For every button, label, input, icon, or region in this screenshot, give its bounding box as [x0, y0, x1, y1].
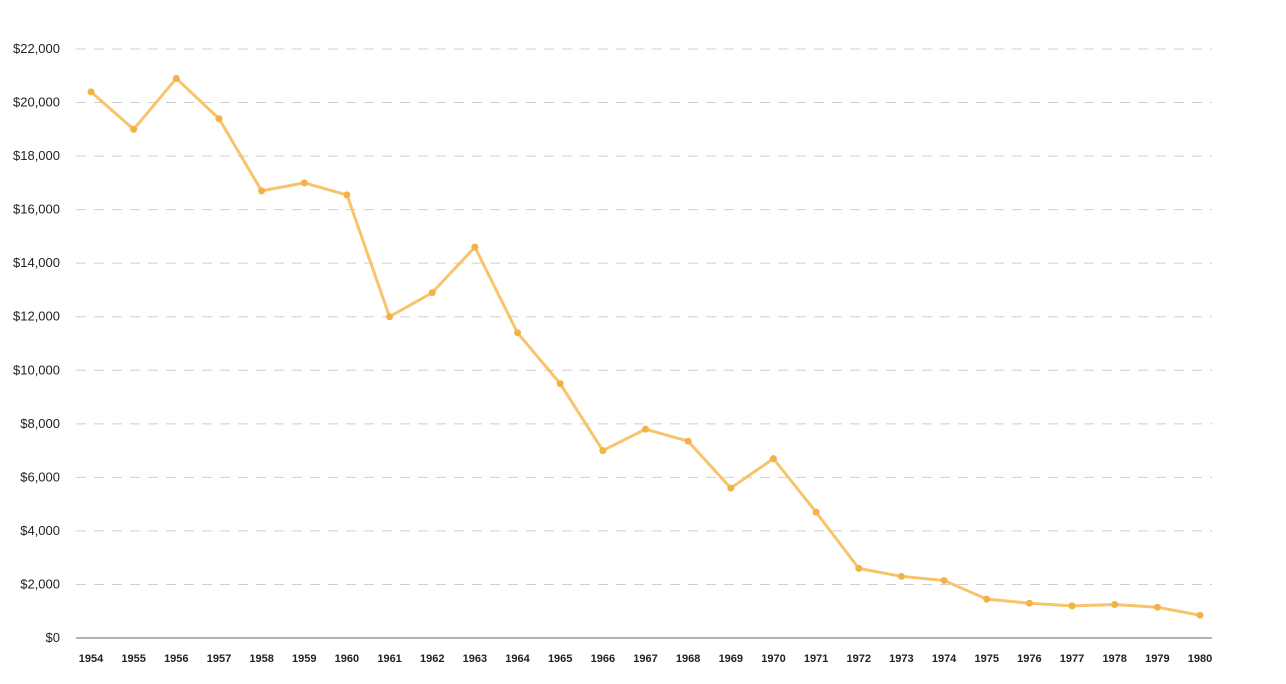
- y-tick-label: $6,000: [20, 469, 60, 484]
- x-tick-label: 1955: [121, 653, 145, 665]
- data-point: [428, 289, 436, 297]
- data-point: [1153, 603, 1161, 611]
- x-tick-label: 1967: [633, 653, 657, 665]
- data-point: [1025, 599, 1033, 607]
- data-point: [1111, 601, 1119, 609]
- data-point: [471, 243, 479, 251]
- x-tick-label: 1970: [761, 653, 785, 665]
- x-tick-label: 1963: [463, 653, 487, 665]
- y-tick-label: $4,000: [20, 523, 60, 538]
- data-point: [983, 595, 991, 603]
- data-point: [727, 484, 735, 492]
- x-tick-label: 1969: [719, 653, 743, 665]
- x-tick-label: 1957: [207, 653, 231, 665]
- y-tick-label: $8,000: [20, 416, 60, 431]
- data-point: [642, 425, 649, 433]
- x-tick-label: 1956: [164, 653, 188, 665]
- x-tick-label: 1958: [249, 653, 273, 665]
- data-point: [769, 455, 777, 463]
- y-tick-label: $18,000: [13, 148, 60, 163]
- data-point: [684, 437, 692, 445]
- data-point: [172, 74, 180, 82]
- data-point: [514, 329, 522, 337]
- x-tick-label: 1980: [1188, 653, 1212, 665]
- y-tick-label: $22,000: [13, 41, 60, 56]
- x-tick-label: 1960: [335, 653, 359, 665]
- y-tick-label: $10,000: [13, 362, 60, 377]
- data-point: [1196, 611, 1204, 619]
- y-tick-label: $14,000: [13, 255, 60, 270]
- x-tick-label: 1959: [292, 653, 316, 665]
- data-point: [215, 115, 223, 123]
- x-tick-label: 1973: [889, 653, 913, 665]
- x-tick-label: 1954: [79, 653, 104, 665]
- data-point: [812, 508, 820, 516]
- grid-layer: [76, 48, 1212, 585]
- x-tick-label: 1976: [1017, 653, 1041, 665]
- data-point: [556, 380, 564, 388]
- y-tick-label: $20,000: [13, 95, 60, 110]
- point-layer: [87, 74, 1204, 619]
- x-tick-label: 1965: [548, 653, 572, 665]
- x-tick-label: 1972: [847, 653, 871, 665]
- y-tick-label: $2,000: [20, 576, 60, 591]
- data-point: [599, 447, 607, 455]
- x-tick-label: 1966: [591, 653, 615, 665]
- series-line: [89, 76, 1202, 617]
- x-tick-label: 1979: [1145, 653, 1169, 665]
- data-point: [1068, 602, 1076, 610]
- x-tick-label: 1962: [420, 653, 444, 665]
- data-point: [940, 576, 948, 584]
- x-tick-label: 1974: [932, 653, 957, 665]
- x-tick-label: 1977: [1060, 653, 1084, 665]
- data-point: [343, 191, 351, 199]
- data-point: [87, 88, 95, 96]
- y-tick-label: $16,000: [13, 202, 60, 217]
- x-tick-label: 1978: [1102, 653, 1126, 665]
- x-tick-label: 1968: [676, 653, 700, 665]
- x-tick-label: 1975: [974, 653, 998, 665]
- x-tick-label: 1971: [804, 653, 828, 665]
- x-tick-label: 1961: [377, 653, 401, 665]
- data-point: [897, 572, 905, 580]
- label-layer: $0 $2,000 $4,000 $6,000 $8,000 $10,000 $12,000…: [13, 41, 1212, 665]
- x-tick-label: 1964: [505, 653, 530, 665]
- data-point: [386, 313, 394, 321]
- y-tick-label: $12,000: [13, 309, 60, 324]
- series-layer: [89, 76, 1202, 617]
- y-tick-label: $0: [46, 630, 60, 645]
- data-point: [855, 564, 863, 572]
- data-point: [258, 187, 266, 195]
- data-point: [300, 179, 308, 187]
- data-point: [130, 125, 138, 133]
